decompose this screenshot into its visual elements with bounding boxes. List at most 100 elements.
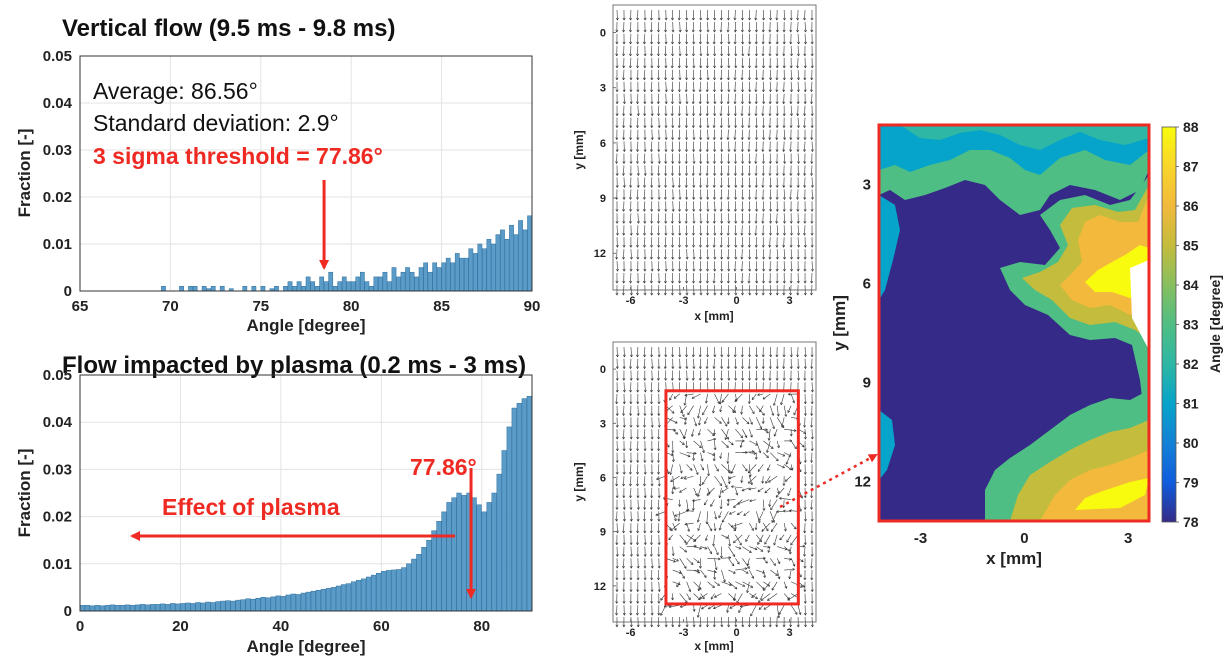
vector-arrowhead [629,221,632,224]
vector-arrowhead [810,125,814,128]
vector-arrow [721,511,729,523]
histogram-bar [373,276,379,292]
region-left-edge-low [879,410,895,480]
vector-arrow [697,405,701,419]
vector-arrowhead [747,480,751,484]
vector-arrow [737,511,743,516]
histogram-bar [496,473,502,612]
histogram-bar [300,592,306,612]
vector-arrowhead [671,137,675,140]
vector-arrowhead [782,29,786,33]
vector-arrowhead [706,197,710,200]
vector-arrowhead [733,209,737,212]
vector-arrow [763,581,770,587]
vector-arrowhead [704,546,708,550]
vector-arrowhead [754,29,758,33]
vector-arrow [742,45,744,57]
vector-arrowhead [712,185,716,188]
vector-arrow [797,605,801,615]
vector-arrow [680,475,687,479]
vector-arrowhead [761,197,765,200]
vector-arrowhead [657,244,661,248]
vector-arrow [707,581,715,588]
vector-arrowhead [700,458,704,462]
vector-arrowhead [690,434,694,437]
vector-arrowhead [629,268,633,272]
vector-arrow [720,21,722,33]
histogram-bar [319,276,325,292]
vector-arrow [707,546,712,554]
y-ticks: 00.010.020.030.040.05 [43,367,73,620]
vector-arrow [773,393,778,406]
vector-arrowhead [777,445,780,449]
vector-arrow [749,569,754,579]
vector-arrow [756,581,765,590]
vector-arrow [673,487,680,489]
x-ticks: 0 20 40 60 80 [76,618,490,635]
vector-arrow [687,405,694,416]
vector-arrowhead [655,513,659,516]
vector-arrowhead [778,612,782,615]
vector-arrow [797,33,799,45]
y-axis-label: Fraction [-] [15,449,34,538]
vector-arrowhead [622,542,626,545]
vector-arrowhead [664,149,668,152]
histogram-bar [328,271,334,292]
vector-arrowhead [810,436,814,440]
vector-arrowhead [704,400,708,404]
vector-arrowhead [784,478,788,482]
vector-arrow [721,428,730,440]
vector-arrow [630,546,632,557]
vector-arrowhead [796,29,800,33]
vector-arrowhead [748,292,752,296]
histogram-bar [518,220,523,292]
vector-arrowhead [810,507,814,510]
vector-arrowhead [664,209,668,212]
vector-arrow [698,417,701,426]
vector-arrowhead [788,392,791,396]
vector-arrow [693,581,702,590]
vector-arrowhead [629,173,633,176]
vector-arrowhead [664,378,668,381]
vector-arrow [761,522,771,532]
vector-arrowhead [698,366,702,369]
vector-arrowhead [789,65,793,69]
vector-arrowhead [734,378,738,381]
vector-arrow [742,464,748,472]
vector-arrowhead [737,502,740,505]
vector-arrowhead [622,41,626,45]
vector-arrow [790,393,795,404]
vector-arrowhead [657,292,661,296]
vector-arrowhead [657,149,661,152]
vector-arrowhead [615,197,619,200]
vector-arrowhead [643,366,647,369]
vector-arrow [728,534,731,547]
vector-arrow [804,616,806,627]
vector-arrow [797,225,799,236]
vector-arrow [735,568,748,571]
vector-arrow [697,511,701,523]
vector-arrowhead [629,233,633,236]
vector-arrowhead [698,29,702,33]
vector-arrowhead [697,528,701,531]
vector-arrow [693,605,695,612]
vector-arrow [630,346,632,357]
vector-arrow [811,81,813,92]
vector-arrowhead [615,185,619,188]
vector-arrow [776,213,778,224]
x-tick-label: 3 [786,627,792,639]
histogram-bar [310,281,315,292]
histogram-bar [104,605,111,612]
vector-arrowhead [684,549,687,553]
vector-arrowhead [794,446,797,450]
histogram-bar [165,604,171,612]
vector-arrowhead [696,614,700,618]
vector-arrow [735,249,737,260]
vector-arrowhead [678,280,682,284]
vector-arrowhead [762,125,766,128]
vector-arrow [727,499,736,501]
vector-arrowhead [796,221,800,224]
vector-arrowhead [643,542,647,545]
vector-arrowhead [719,555,723,559]
histogram-bar [376,572,382,612]
